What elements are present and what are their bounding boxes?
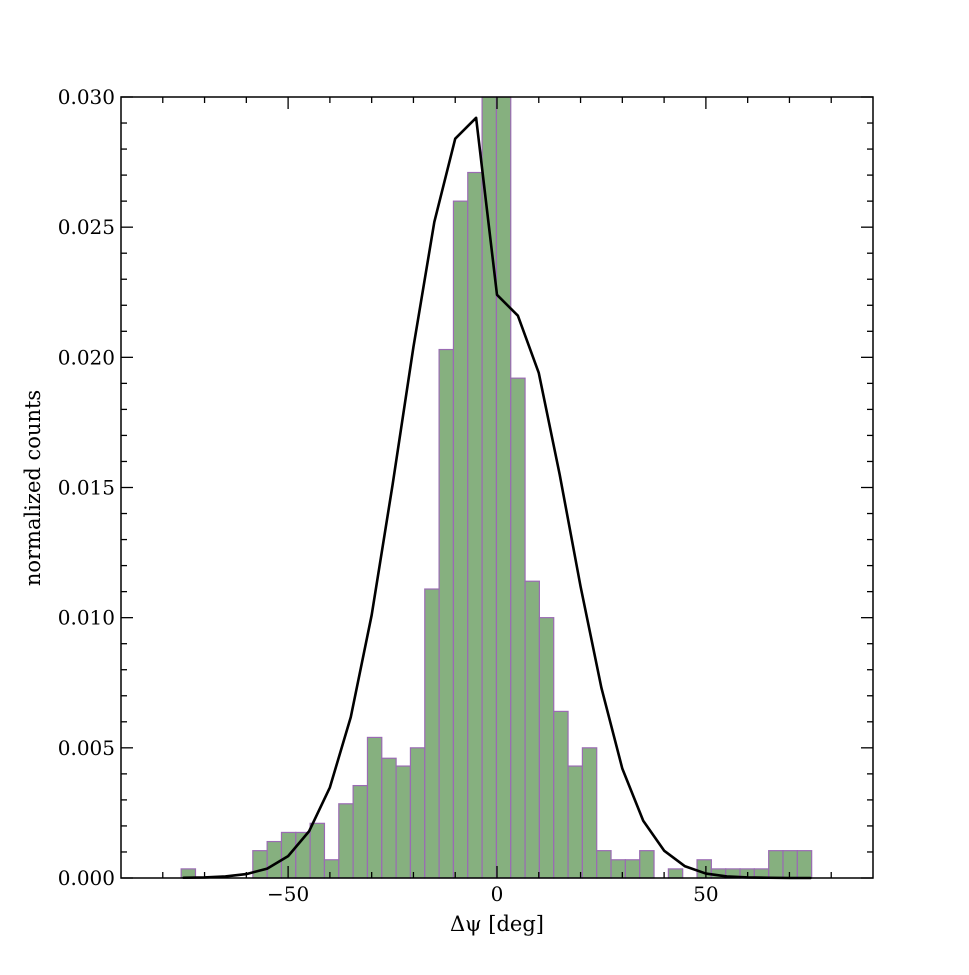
histogram-bar <box>782 850 798 879</box>
histogram-bar <box>596 850 612 879</box>
y-tick-label: 0.020 <box>58 345 115 369</box>
histogram-bar <box>381 757 397 879</box>
y-tick-label: 0.010 <box>58 606 115 630</box>
histogram-bar <box>467 171 483 879</box>
ticks-layer: −50 0 50 0.000 0.005 0.010 0.015 0.020 0.025 0.03… <box>58 85 873 906</box>
bars-layer <box>180 96 813 879</box>
histogram-bar <box>524 580 541 879</box>
histogram-bar <box>667 868 684 879</box>
histogram-bar <box>424 588 440 879</box>
histogram-bar <box>481 96 498 879</box>
histogram-bar <box>639 850 655 879</box>
histogram-bar <box>323 859 340 879</box>
histogram-bar <box>796 850 813 879</box>
y-tick-label: 0.025 <box>58 215 115 239</box>
y-axis-title: normalized counts <box>21 390 45 586</box>
histogram-bar <box>581 747 598 879</box>
histogram-bar <box>538 617 555 879</box>
histogram-bar <box>567 765 583 879</box>
histogram-bar <box>510 377 526 879</box>
x-axis-title: Δψ [deg] <box>450 912 544 936</box>
x-tick-label: 50 <box>693 882 718 906</box>
y-tick-label: 0.000 <box>58 866 115 890</box>
histogram-bar <box>495 96 512 879</box>
histogram-bar <box>768 850 784 879</box>
x-tick-label: −50 <box>267 882 309 906</box>
histogram-bar <box>553 710 569 879</box>
histogram-bar <box>266 840 283 879</box>
histogram-bar <box>438 348 455 879</box>
histogram-bar <box>395 765 412 879</box>
histogram-bar <box>252 850 268 879</box>
y-tick-label: 0.005 <box>58 736 115 760</box>
histogram-bar <box>624 859 641 879</box>
y-tick-label: 0.030 <box>58 85 115 109</box>
histogram-bar <box>309 822 326 879</box>
histogram-bar <box>352 784 369 879</box>
histogram-bar <box>409 747 426 879</box>
histogram-bar <box>366 736 383 879</box>
histogram-bar <box>338 803 354 879</box>
x-tick-label: 0 <box>491 882 504 906</box>
histogram-bar <box>452 200 469 879</box>
histogram-bar <box>610 859 626 879</box>
y-tick-label: 0.015 <box>58 476 115 500</box>
